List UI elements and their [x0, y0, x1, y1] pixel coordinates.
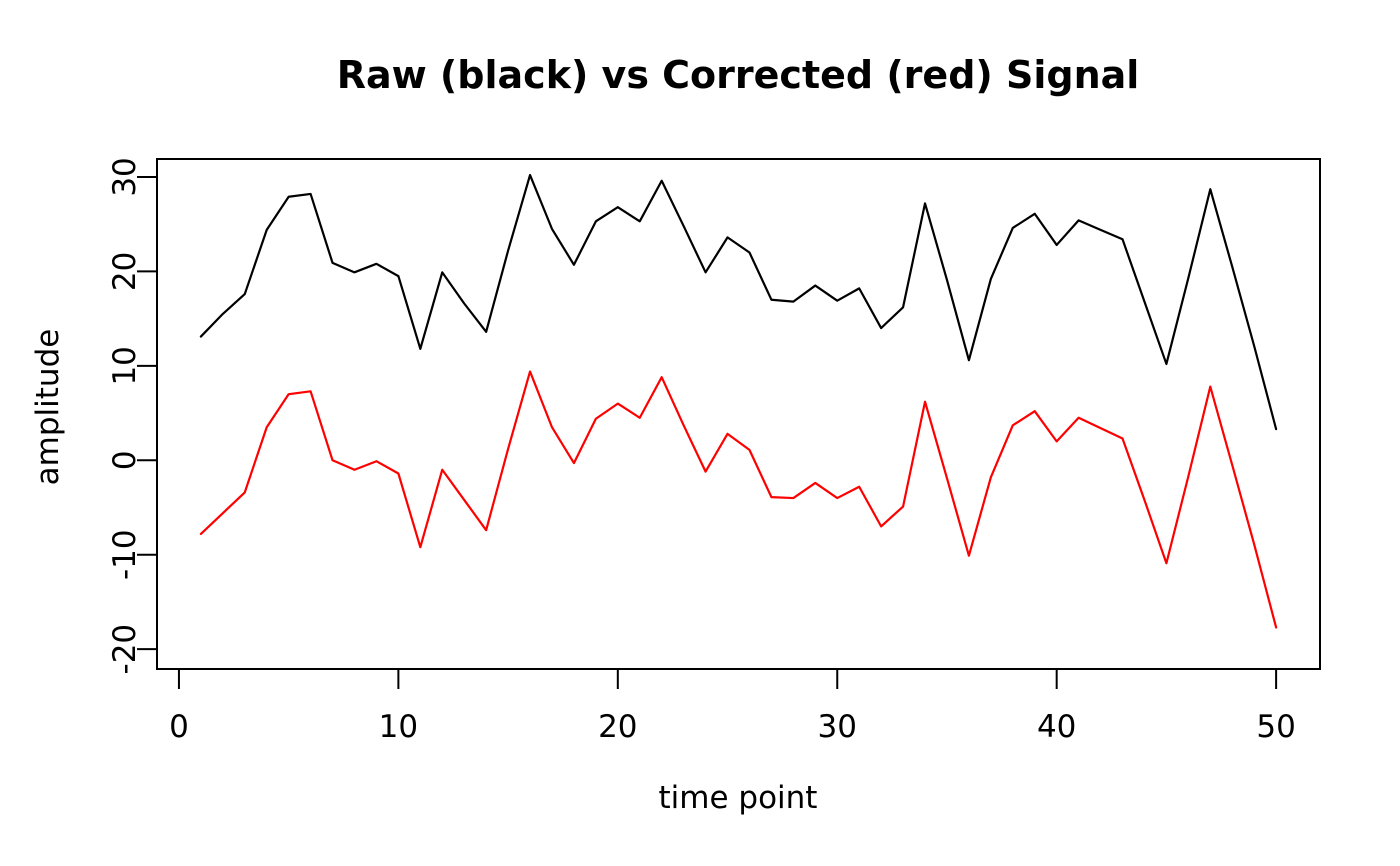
x-tick-label: 20: [598, 709, 637, 745]
y-tick-label: -10: [107, 529, 143, 580]
y-axis-label: amplitude: [30, 329, 66, 486]
series-line-corrected: [199, 370, 1278, 629]
y-axis-ticks: -20 -10 0 10 20 30: [107, 157, 157, 674]
y-tick-label: 30: [107, 157, 143, 196]
x-tick-label: 10: [379, 709, 418, 745]
y-tick-label: 0: [107, 450, 143, 470]
x-tick-label: 50: [1256, 709, 1295, 745]
x-axis-label: time point: [659, 780, 818, 816]
series-line-raw: [199, 173, 1278, 431]
y-tick-label: 20: [107, 252, 143, 291]
chart-title: Raw (black) vs Corrected (red) Signal: [337, 53, 1140, 97]
y-tick-label: -20: [107, 624, 143, 675]
y-tick-label: 10: [107, 346, 143, 385]
x-axis-ticks: 0 10 20 30 40 50: [169, 669, 1296, 745]
x-tick-label: 40: [1037, 709, 1076, 745]
plot-area-border: [156, 158, 1321, 670]
x-tick-label: 30: [818, 709, 857, 745]
series-lines: [199, 173, 1278, 629]
x-tick-label: 0: [169, 709, 189, 745]
